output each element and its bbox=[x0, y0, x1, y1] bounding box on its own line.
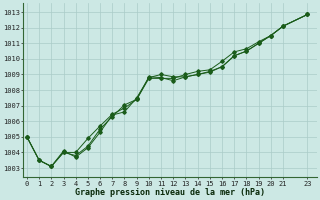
X-axis label: Graphe pression niveau de la mer (hPa): Graphe pression niveau de la mer (hPa) bbox=[75, 188, 265, 197]
